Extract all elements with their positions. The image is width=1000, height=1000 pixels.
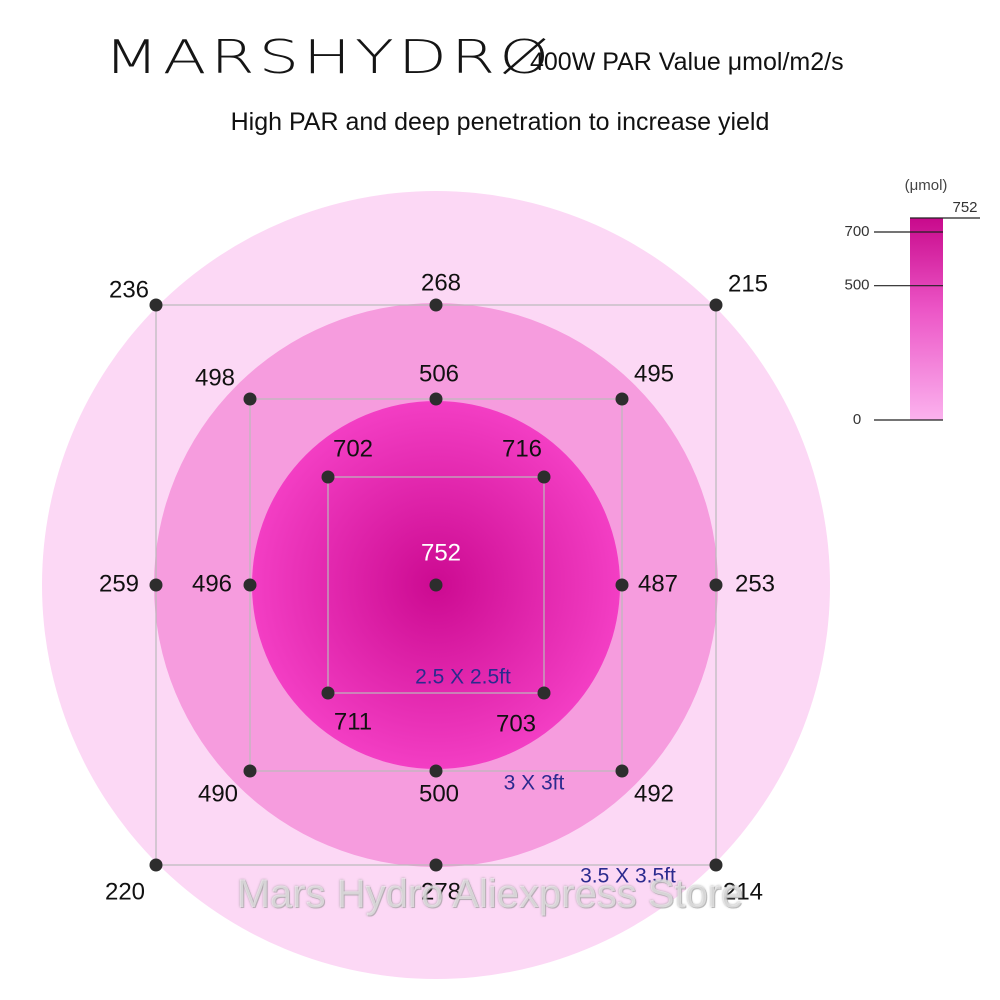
measure-value-label: 253: [735, 570, 775, 597]
measure-point: [615, 578, 629, 592]
measure-point: [149, 298, 163, 312]
coverage-square-0: [327, 476, 545, 694]
measure-point: [429, 764, 443, 778]
chart-subtitle: High PAR and deep penetration to increas…: [230, 108, 770, 136]
legend-tick-label: 500: [844, 277, 869, 294]
measure-value-label: 498: [195, 364, 235, 391]
measure-point: [321, 686, 335, 700]
measure-value-label: 236: [109, 276, 149, 303]
measure-value-label: 492: [634, 780, 674, 807]
measure-value-label: 278: [421, 878, 461, 905]
legend-max-label: 752: [952, 199, 977, 216]
measure-point: [709, 858, 723, 872]
measure-value-label: 716: [502, 435, 542, 462]
legend-color-bar: [910, 218, 943, 420]
legend-title: (μmol): [905, 177, 948, 194]
measure-point: [321, 470, 335, 484]
measure-value-label: 490: [198, 780, 238, 807]
measure-value-label: 702: [333, 435, 373, 462]
measure-value-label: 495: [634, 360, 674, 387]
measure-value-label: 220: [105, 878, 145, 905]
measure-value-label: 500: [419, 780, 459, 807]
coverage-size-label: 2.5 X 2.5ft: [415, 666, 511, 689]
measure-value-label: 259: [99, 570, 139, 597]
measure-value-label: 487: [638, 570, 678, 597]
measure-value-label: 215: [728, 270, 768, 297]
measure-point: [429, 298, 443, 312]
measure-value-label: 703: [496, 710, 536, 737]
measure-point: [615, 764, 629, 778]
measure-point: [243, 764, 257, 778]
measure-point: [149, 858, 163, 872]
measure-point: [243, 392, 257, 406]
measure-point: [243, 578, 257, 592]
legend-tick-label: 700: [844, 223, 869, 240]
measure-point: [709, 298, 723, 312]
measure-point: [429, 392, 443, 406]
chart-headline: 400W PAR Value μmol/m2/s: [530, 48, 844, 76]
measure-point: [149, 578, 163, 592]
legend-tick-label: 0: [853, 411, 861, 428]
coverage-size-label: 3.5 X 3.5ft: [580, 865, 676, 888]
measure-value-label: 214: [723, 878, 763, 905]
center-point: [429, 578, 443, 592]
measure-point: [429, 858, 443, 872]
coverage-size-label: 3 X 3ft: [504, 772, 565, 795]
measure-point: [537, 470, 551, 484]
center-value-label: 752: [421, 539, 461, 566]
measure-value-label: 496: [192, 570, 232, 597]
measure-point: [537, 686, 551, 700]
brand-logo: MARSHYDRØ: [104, 30, 554, 84]
watermark-text: Mars Hydro Aliexpress Store: [236, 872, 744, 916]
measure-value-label: 506: [419, 360, 459, 387]
measure-value-label: 268: [421, 269, 461, 296]
measure-value-label: 711: [334, 708, 372, 735]
measure-point: [615, 392, 629, 406]
measure-point: [709, 578, 723, 592]
